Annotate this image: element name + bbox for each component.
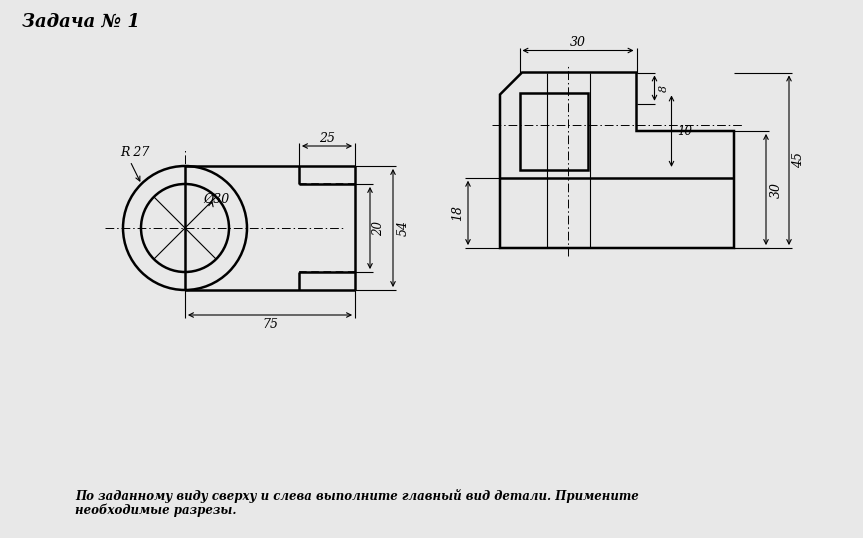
Text: 18: 18 bbox=[451, 205, 464, 221]
Text: 30: 30 bbox=[770, 181, 783, 197]
Text: R 27: R 27 bbox=[120, 146, 149, 159]
Text: 8: 8 bbox=[658, 84, 669, 91]
Text: 20: 20 bbox=[373, 221, 386, 236]
Text: необходимые разрезы.: необходимые разрезы. bbox=[75, 503, 236, 517]
Text: 75: 75 bbox=[262, 317, 278, 330]
Bar bbox=[520, 93, 588, 170]
Text: 10: 10 bbox=[677, 125, 692, 138]
Text: 25: 25 bbox=[319, 131, 335, 145]
Text: Ø30: Ø30 bbox=[203, 193, 230, 206]
Text: 45: 45 bbox=[792, 152, 805, 168]
Text: По заданному виду сверху и слева выполните главный вид детали. Примените: По заданному виду сверху и слева выполни… bbox=[75, 489, 639, 503]
Text: 30: 30 bbox=[570, 36, 586, 49]
Text: Задача № 1: Задача № 1 bbox=[22, 13, 140, 31]
Text: 54: 54 bbox=[396, 220, 410, 236]
